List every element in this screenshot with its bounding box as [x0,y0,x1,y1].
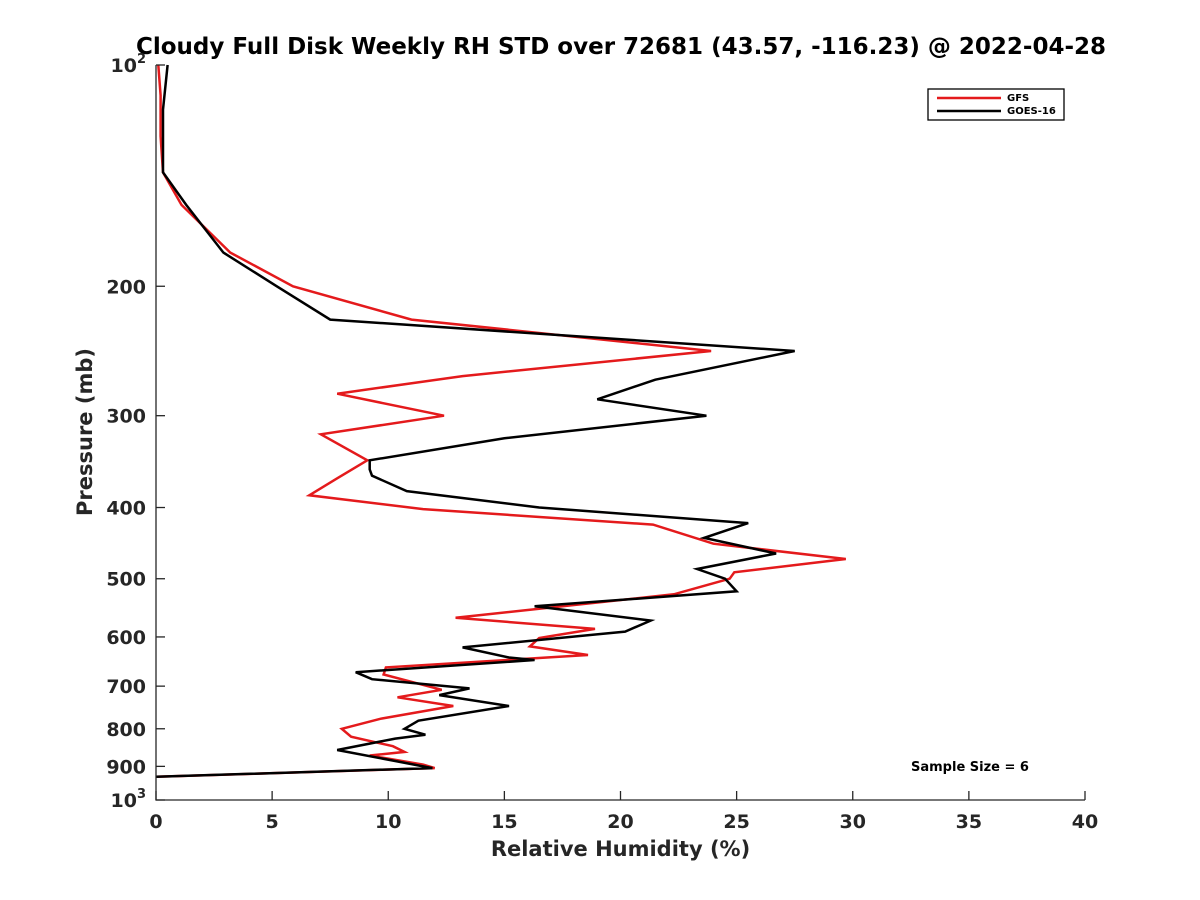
legend-box [927,88,1065,121]
legend-label-goes16: GOES-16 [1007,106,1056,117]
x-tick-label: 30 [840,811,866,833]
x-tick-label: 35 [956,811,982,833]
series-line-goes16 [155,64,795,779]
y-tick-label: 200 [106,276,146,298]
x-tick-label: 25 [723,811,749,833]
sample-size-annotation: Sample Size = 6 [911,760,1029,775]
y-tick-label: 103 [111,787,147,812]
y-tick-label: 900 [106,756,146,778]
y-tick-label: 102 [111,52,147,77]
series-layer [155,64,846,779]
y-axis-label: Pressure (mb) [73,348,97,516]
y-tick-label: 800 [106,719,146,741]
y-axis-ticks: 102 200 300 400 500 600 700 800 900 103 [106,52,165,812]
chart-title: Cloudy Full Disk Weekly RH STD over 7268… [136,34,1106,60]
legend: GFS GOES-16 [927,88,1065,121]
y-tick-label: 700 [106,676,146,698]
y-tick-label: 600 [106,627,146,649]
x-axis-label: Relative Humidity (%) [491,837,750,861]
x-tick-label: 10 [375,811,401,833]
y-tick-label: 300 [106,406,146,428]
y-tick-label: 500 [106,569,146,591]
x-tick-label: 15 [491,811,517,833]
y-tick-label: 400 [106,498,146,520]
x-axis-ticks: 0 5 10 15 20 25 30 35 40 [149,791,1098,833]
x-tick-label: 20 [607,811,633,833]
x-tick-label: 40 [1072,811,1098,833]
x-tick-label: 0 [149,811,162,833]
legend-label-gfs: GFS [1007,93,1029,104]
x-tick-label: 5 [266,811,279,833]
plot-area: 0 5 10 15 20 25 30 35 40 102 200 300 400 500 600 700 80… [106,52,1098,833]
series-line-gfs [155,64,846,779]
